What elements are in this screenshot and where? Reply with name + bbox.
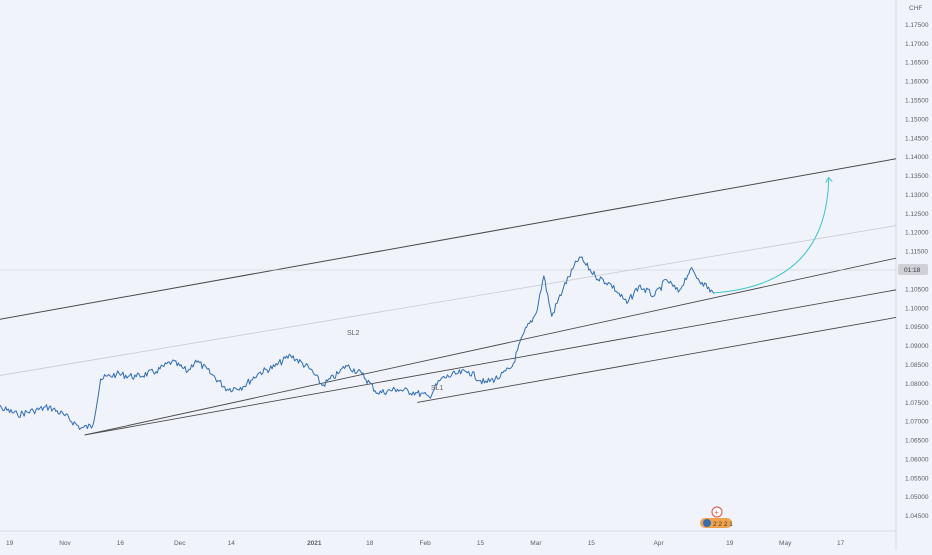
projection-arrowhead [825,176,833,183]
price-line [0,256,715,430]
x-tick-label: May [779,540,792,547]
y-tick-label: 1.10500 [905,286,929,293]
x-tick-label: 19 [6,540,14,547]
channel-line-upper [0,158,897,320]
channel-line-inner-upper [84,257,897,436]
y-tick-label: 1.07500 [905,400,929,407]
x-tick-label: 18 [366,540,374,547]
y-tick-label: 1.06000 [905,456,929,463]
y-tick-label: 1.12000 [905,230,929,237]
y-tick-label: 1.17000 [905,41,929,48]
price-series[interactable] [0,256,715,430]
x-tick-label: Nov [59,540,71,547]
x-tick-label: 15 [477,540,485,547]
y-tick-label: 1.15000 [905,116,929,123]
y-tick-label: 1.16500 [905,60,929,67]
y-tick-label: 1.16000 [905,79,929,86]
event-markers-digits: 2 2 2 1 [713,521,733,528]
projection-path [713,177,830,294]
y-tick-label: 1.12500 [905,211,929,218]
annotation-sl2: SL2 [347,330,360,337]
event-marker-dot[interactable] [703,519,711,527]
channel-line-inner-lower [84,289,897,436]
event-markers[interactable]: + 2 2 2 1 [700,506,733,528]
x-tick-label: 15 [588,540,596,547]
channel-lines[interactable] [0,158,897,436]
x-tick-label: Mar [530,540,542,547]
y-tick-label: 1.14000 [905,154,929,161]
last-price-badge-bg [898,264,928,275]
y-tick-label: 1.09500 [905,324,929,331]
annotations: SL2 SL1 [347,330,444,392]
x-tick-label: 19 [726,540,734,547]
y-tick-label: 1.05500 [905,475,929,482]
y-tick-label: 1.17500 [905,22,929,29]
last-price-badge: 01:18 [898,264,928,275]
projection-curve[interactable] [713,176,833,294]
x-tick-label: 2021 [307,540,322,547]
channel-line-mid [0,225,897,376]
plus-icon[interactable]: + [714,508,719,517]
x-tick-label: 14 [228,540,236,547]
y-tick-label: 1.04500 [905,513,929,520]
x-tick-label: Apr [654,540,665,547]
annotation-sl1: SL1 [431,385,444,392]
y-tick-label: 1.09000 [905,343,929,350]
y-tick-label: 1.11500 [905,249,928,256]
x-tick-label: Feb [420,540,432,547]
x-axis: 19 Nov 16 Dec 14 2021 18 Feb 15 Mar 15 Apr 19 May 17 [6,540,845,547]
currency-label: CHF [909,5,922,12]
y-tick-label: 1.05000 [905,494,929,501]
y-tick-label: 1.15500 [905,97,929,104]
channel-line-lower [417,317,897,403]
x-tick-label: 17 [837,540,845,547]
y-tick-label: 1.07000 [905,419,929,426]
x-tick-label: Dec [174,540,186,547]
y-tick-label: 1.06500 [905,438,929,445]
last-price-value: 01:18 [904,267,921,274]
y-tick-label: 1.08000 [905,381,929,388]
y-tick-label: 1.13000 [905,192,929,199]
y-tick-label: 1.13500 [905,173,929,180]
y-tick-label: 1.10000 [905,305,929,312]
y-tick-label: 1.14500 [905,135,929,142]
event-marker-circle[interactable] [711,506,723,518]
x-tick-label: 16 [117,540,125,547]
y-tick-label: 1.08500 [905,362,929,369]
